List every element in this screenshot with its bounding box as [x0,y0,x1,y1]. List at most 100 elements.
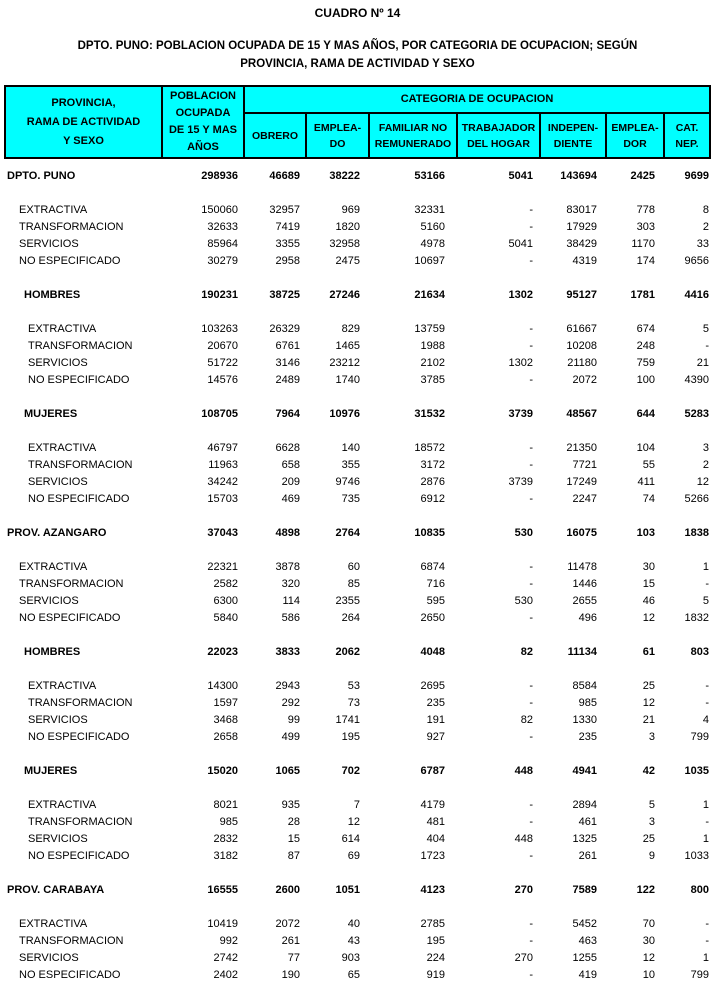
cell-value: 1723 [420,850,445,862]
row-label: EXTRACTIVA [28,323,97,335]
cell-value: - [529,918,533,930]
cell-value: 3 [702,442,709,454]
header-subcol-catnep-line2: NEP. [675,137,699,150]
cell-value: 73 [347,697,360,709]
cell-value: 3878 [275,561,300,573]
cell-value: 190231 [201,289,238,301]
cell-value: 2489 [275,374,300,386]
row-label: NO ESPECIFICADO [28,731,130,743]
row-label: SERVICIOS [19,238,79,250]
cell-value: 6761 [275,340,300,352]
cell-value: 140 [341,442,360,454]
cell-value: 42 [642,765,655,777]
row-label: EXTRACTIVA [19,204,88,216]
cell-value: 1302 [508,357,533,369]
row-label: TRANSFORMACION [28,697,133,709]
table-total-row: PROV. CARABAYA 16555 2600 1051 4123 270 7589 12… [0,882,715,899]
header-subcol-trabajador-del-hogar: TRABAJADOR DEL HOGAR [458,114,539,157]
row-label: EXTRACTIVA [28,442,97,454]
table-row: NO ESPECIFICADO 14576 2489 1740 3785 - 2072 100… [0,372,715,389]
table-total-row: MUJERES 15020 1065 702 6787 448 4941 42 1035 [0,763,715,780]
cell-value: 224 [426,952,445,964]
row-label: EXTRACTIVA [19,561,88,573]
cell-value: 3146 [275,357,300,369]
cell-value: 1446 [572,578,597,590]
row-label: EXTRACTIVA [28,680,97,692]
cell-value: - [705,578,709,590]
header-subcol-empleador-line2: DOR [623,137,647,150]
table-row: EXTRACTIVA 8021 935 7 4179 - 2894 5 1 [0,797,715,814]
cell-value: 8021 [213,799,238,811]
cell-value: 9 [648,850,655,862]
table-total-row: HOMBRES 190231 38725 27246 21634 1302 95127 178… [0,287,715,304]
cell-value: 1255 [572,952,597,964]
cell-value: 4179 [420,799,445,811]
cell-value: 3182 [213,850,238,862]
row-spacer [0,304,715,321]
cell-value: 1330 [572,714,597,726]
cell-value: 919 [426,969,445,981]
cell-value: 8 [702,204,709,216]
row-spacer [0,746,715,763]
cell-value: 3739 [508,408,533,420]
cell-value: 1170 [631,238,655,250]
cell-value: - [529,442,533,454]
cell-value: 2102 [420,357,445,369]
cell-value: 1065 [275,765,300,777]
row-label: NO ESPECIFICADO [28,374,130,386]
cell-value: 530 [514,527,533,539]
cell-value: 1740 [335,374,360,386]
cell-value: 1597 [213,697,238,709]
cell-value: 2832 [213,833,238,845]
cell-value: 195 [341,731,360,743]
cell-value: 270 [514,884,533,896]
cell-value: 2695 [420,680,445,692]
cell-value: 2475 [335,255,360,267]
cell-value: 1832 [684,612,709,624]
cell-value: 2894 [572,799,597,811]
row-label: NO ESPECIFICADO [19,969,121,981]
cell-value: 1 [702,833,709,845]
table-row: SERVICIOS 34242 209 9746 2876 3739 17249 411 12 [0,474,715,491]
row-label: TRANSFORMACION [28,340,133,352]
cell-value: 9656 [684,255,709,267]
cell-value: - [529,697,533,709]
table-row: EXTRACTIVA 103263 26329 829 13759 - 61667 674 5 [0,321,715,338]
cell-value: 191 [426,714,445,726]
table-title-line2: PROVINCIA, RAMA DE ACTIVIDAD Y SEXO [240,58,475,70]
header-cell-provincia: PROVINCIA, RAMA DE ACTIVIDAD Y SEXO [6,87,161,157]
table-row: NO ESPECIFICADO 2658 499 195 927 - 235 3 799 [0,729,715,746]
cell-value: 21350 [566,442,597,454]
cell-value: 292 [281,697,300,709]
cell-value: 23212 [329,357,360,369]
cell-value: 2764 [335,527,360,539]
cell-value: 5840 [213,612,238,624]
cell-value: 83017 [566,204,597,216]
cell-value: 735 [341,493,360,505]
row-spacer [0,508,715,525]
cell-value: 2247 [572,493,597,505]
cell-value: 9746 [335,476,360,488]
cell-value: 8584 [572,680,597,692]
cell-value: 992 [219,935,238,947]
cell-value: - [529,459,533,471]
cell-value: 104 [636,442,655,454]
cell-value: 6912 [420,493,445,505]
header-poblacion-line3: DE 15 Y MAS [168,124,238,136]
cell-value: 3 [648,731,655,743]
table-header: PROVINCIA, RAMA DE ACTIVIDAD Y SEXO POBL… [4,85,711,159]
cell-value: 85964 [207,238,238,250]
cell-value: 5452 [572,918,597,930]
cell-value: 1838 [684,527,709,539]
cell-value: 190 [281,969,300,981]
cell-value: 13759 [414,323,445,335]
cell-value: 43 [347,935,360,947]
cell-value: 2943 [275,680,300,692]
row-label: TRANSFORMACION [28,816,133,828]
cell-value: 6628 [275,442,300,454]
cell-value: 37043 [207,527,238,539]
cell-value: 26329 [269,323,300,335]
cell-value: 12 [642,612,655,624]
cell-value: 985 [219,816,238,828]
cell-value: 298936 [201,170,238,182]
